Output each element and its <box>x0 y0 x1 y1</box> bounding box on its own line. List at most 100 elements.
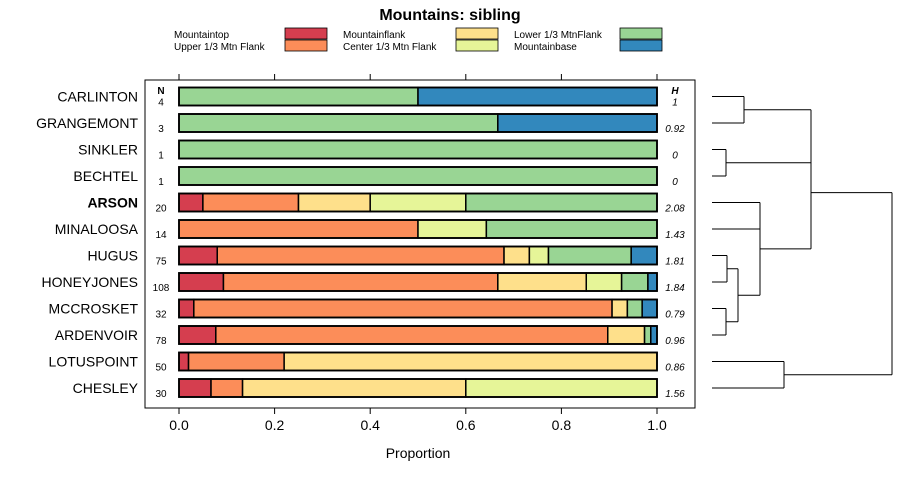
h-value: 1.43 <box>665 230 685 241</box>
x-tick-label: 1.0 <box>647 417 667 433</box>
n-labels: 4 3 1 1 20 14 75 108 32 78 50 30 <box>153 98 170 401</box>
legend-swatch <box>455 27 499 40</box>
bar-segment <box>497 113 658 133</box>
bar-outline <box>178 272 658 292</box>
h-value: 0.92 <box>665 124 685 135</box>
x-tick-label: 0.0 <box>169 417 189 433</box>
bar-segment <box>202 192 300 213</box>
bar-segment <box>178 139 658 160</box>
bar-segment <box>620 272 649 292</box>
bar-segment <box>485 219 658 239</box>
h-labels: 1 0.92 0 0 2.08 1.43 1.81 1.84 0.79 0.96 0.86 1.56 <box>664 98 685 401</box>
h-value: 0.96 <box>665 336 685 347</box>
bar-segment <box>193 298 613 319</box>
legend-swatch <box>619 27 663 40</box>
row-label: MINALOOSA <box>55 221 139 237</box>
n-value: 14 <box>155 230 167 241</box>
bar-segment <box>216 245 505 266</box>
bar-segment <box>178 192 204 213</box>
legend-label: Upper 1/3 Mtn Flank <box>174 42 266 53</box>
n-value: 78 <box>155 336 167 347</box>
bar-segment <box>241 378 467 398</box>
bar-segment <box>178 219 419 239</box>
bar-segment <box>178 378 212 398</box>
legend-label: Mountainflank <box>343 30 406 41</box>
row-label: LOTUSPOINT <box>49 354 139 370</box>
n-value: 30 <box>155 389 167 400</box>
bar-segment <box>283 351 658 372</box>
bar-segment <box>178 298 195 319</box>
h-value: 1 <box>672 98 678 109</box>
bar-segment <box>222 272 499 292</box>
bar-segment <box>465 192 658 213</box>
x-tick-label: 0.2 <box>265 417 285 433</box>
bar-segment <box>528 245 550 266</box>
x-tick-label: 0.6 <box>456 417 476 433</box>
row-labels: CARLINTON GRANGEMONT SINKLER BECHTEL ARSON MI… <box>36 89 139 397</box>
h-value: 0 <box>672 151 678 162</box>
row-label: ARSON <box>87 195 138 211</box>
h-value: 1.84 <box>665 283 685 294</box>
h-value: 1.56 <box>665 389 685 400</box>
x-axis-label: Proportion <box>386 445 451 461</box>
bar-segment <box>607 325 646 345</box>
bar-segment <box>210 378 244 398</box>
row-label: ARDENVOIR <box>55 327 138 343</box>
bar-segment <box>178 351 190 372</box>
bar-segment <box>417 219 488 239</box>
n-value: 1 <box>158 177 164 188</box>
bar-outline <box>178 351 658 372</box>
bar-segment <box>178 113 499 133</box>
legend-swatch <box>619 39 663 52</box>
legend-swatch <box>455 39 499 52</box>
row-label: BECHTEL <box>73 168 138 184</box>
n-value: 20 <box>155 204 167 215</box>
bar-segment <box>178 245 218 266</box>
bar-segment <box>497 272 588 292</box>
bar-segment <box>585 272 623 292</box>
row-label: HUGUS <box>87 248 138 264</box>
chart-title: Mountains: sibling <box>379 7 520 24</box>
bar-outline <box>178 298 658 319</box>
legend-label: Center 1/3 Mtn Flank <box>343 42 437 53</box>
bar-outline <box>178 192 658 213</box>
bar-segment <box>178 86 419 107</box>
bar-segment <box>297 192 371 213</box>
bar-outline <box>178 113 658 133</box>
h-value: 0.79 <box>665 310 685 321</box>
bar-segment <box>647 272 658 292</box>
row-label: SINKLER <box>78 142 138 158</box>
row-label: HONEYJONES <box>42 274 138 290</box>
bar-segment <box>547 245 632 266</box>
bar-outline <box>178 378 658 398</box>
x-axis: 0.0 0.2 0.4 0.6 0.8 1.0 <box>169 74 667 433</box>
h-value: 0.86 <box>665 363 685 374</box>
bar-segment <box>178 325 217 345</box>
h-header: H <box>671 86 679 97</box>
row-label: CARLINTON <box>57 89 138 105</box>
bar-outline <box>178 245 658 266</box>
n-value: 1 <box>158 151 164 162</box>
bar-outline <box>178 325 658 345</box>
legend-swatch <box>284 39 328 52</box>
bar-segment <box>626 298 643 319</box>
bar-segment <box>215 325 609 345</box>
dendrogram <box>712 96 893 389</box>
row-label: MCCROSKET <box>49 301 139 317</box>
legend-label: Mountainbase <box>514 42 577 53</box>
bar-segment <box>641 298 658 319</box>
plot-frame <box>144 79 696 409</box>
n-value: 75 <box>155 257 167 268</box>
x-tick-label: 0.8 <box>552 417 572 433</box>
bar-segment <box>369 192 467 213</box>
bar-segment <box>465 378 658 398</box>
bar-outline <box>178 219 658 239</box>
bar-segment <box>187 351 285 372</box>
bar-outline <box>178 166 658 186</box>
h-value: 1.81 <box>665 257 684 268</box>
row-label: GRANGEMONT <box>36 115 138 131</box>
bar-segment <box>417 86 658 107</box>
bar-segment <box>643 325 652 345</box>
